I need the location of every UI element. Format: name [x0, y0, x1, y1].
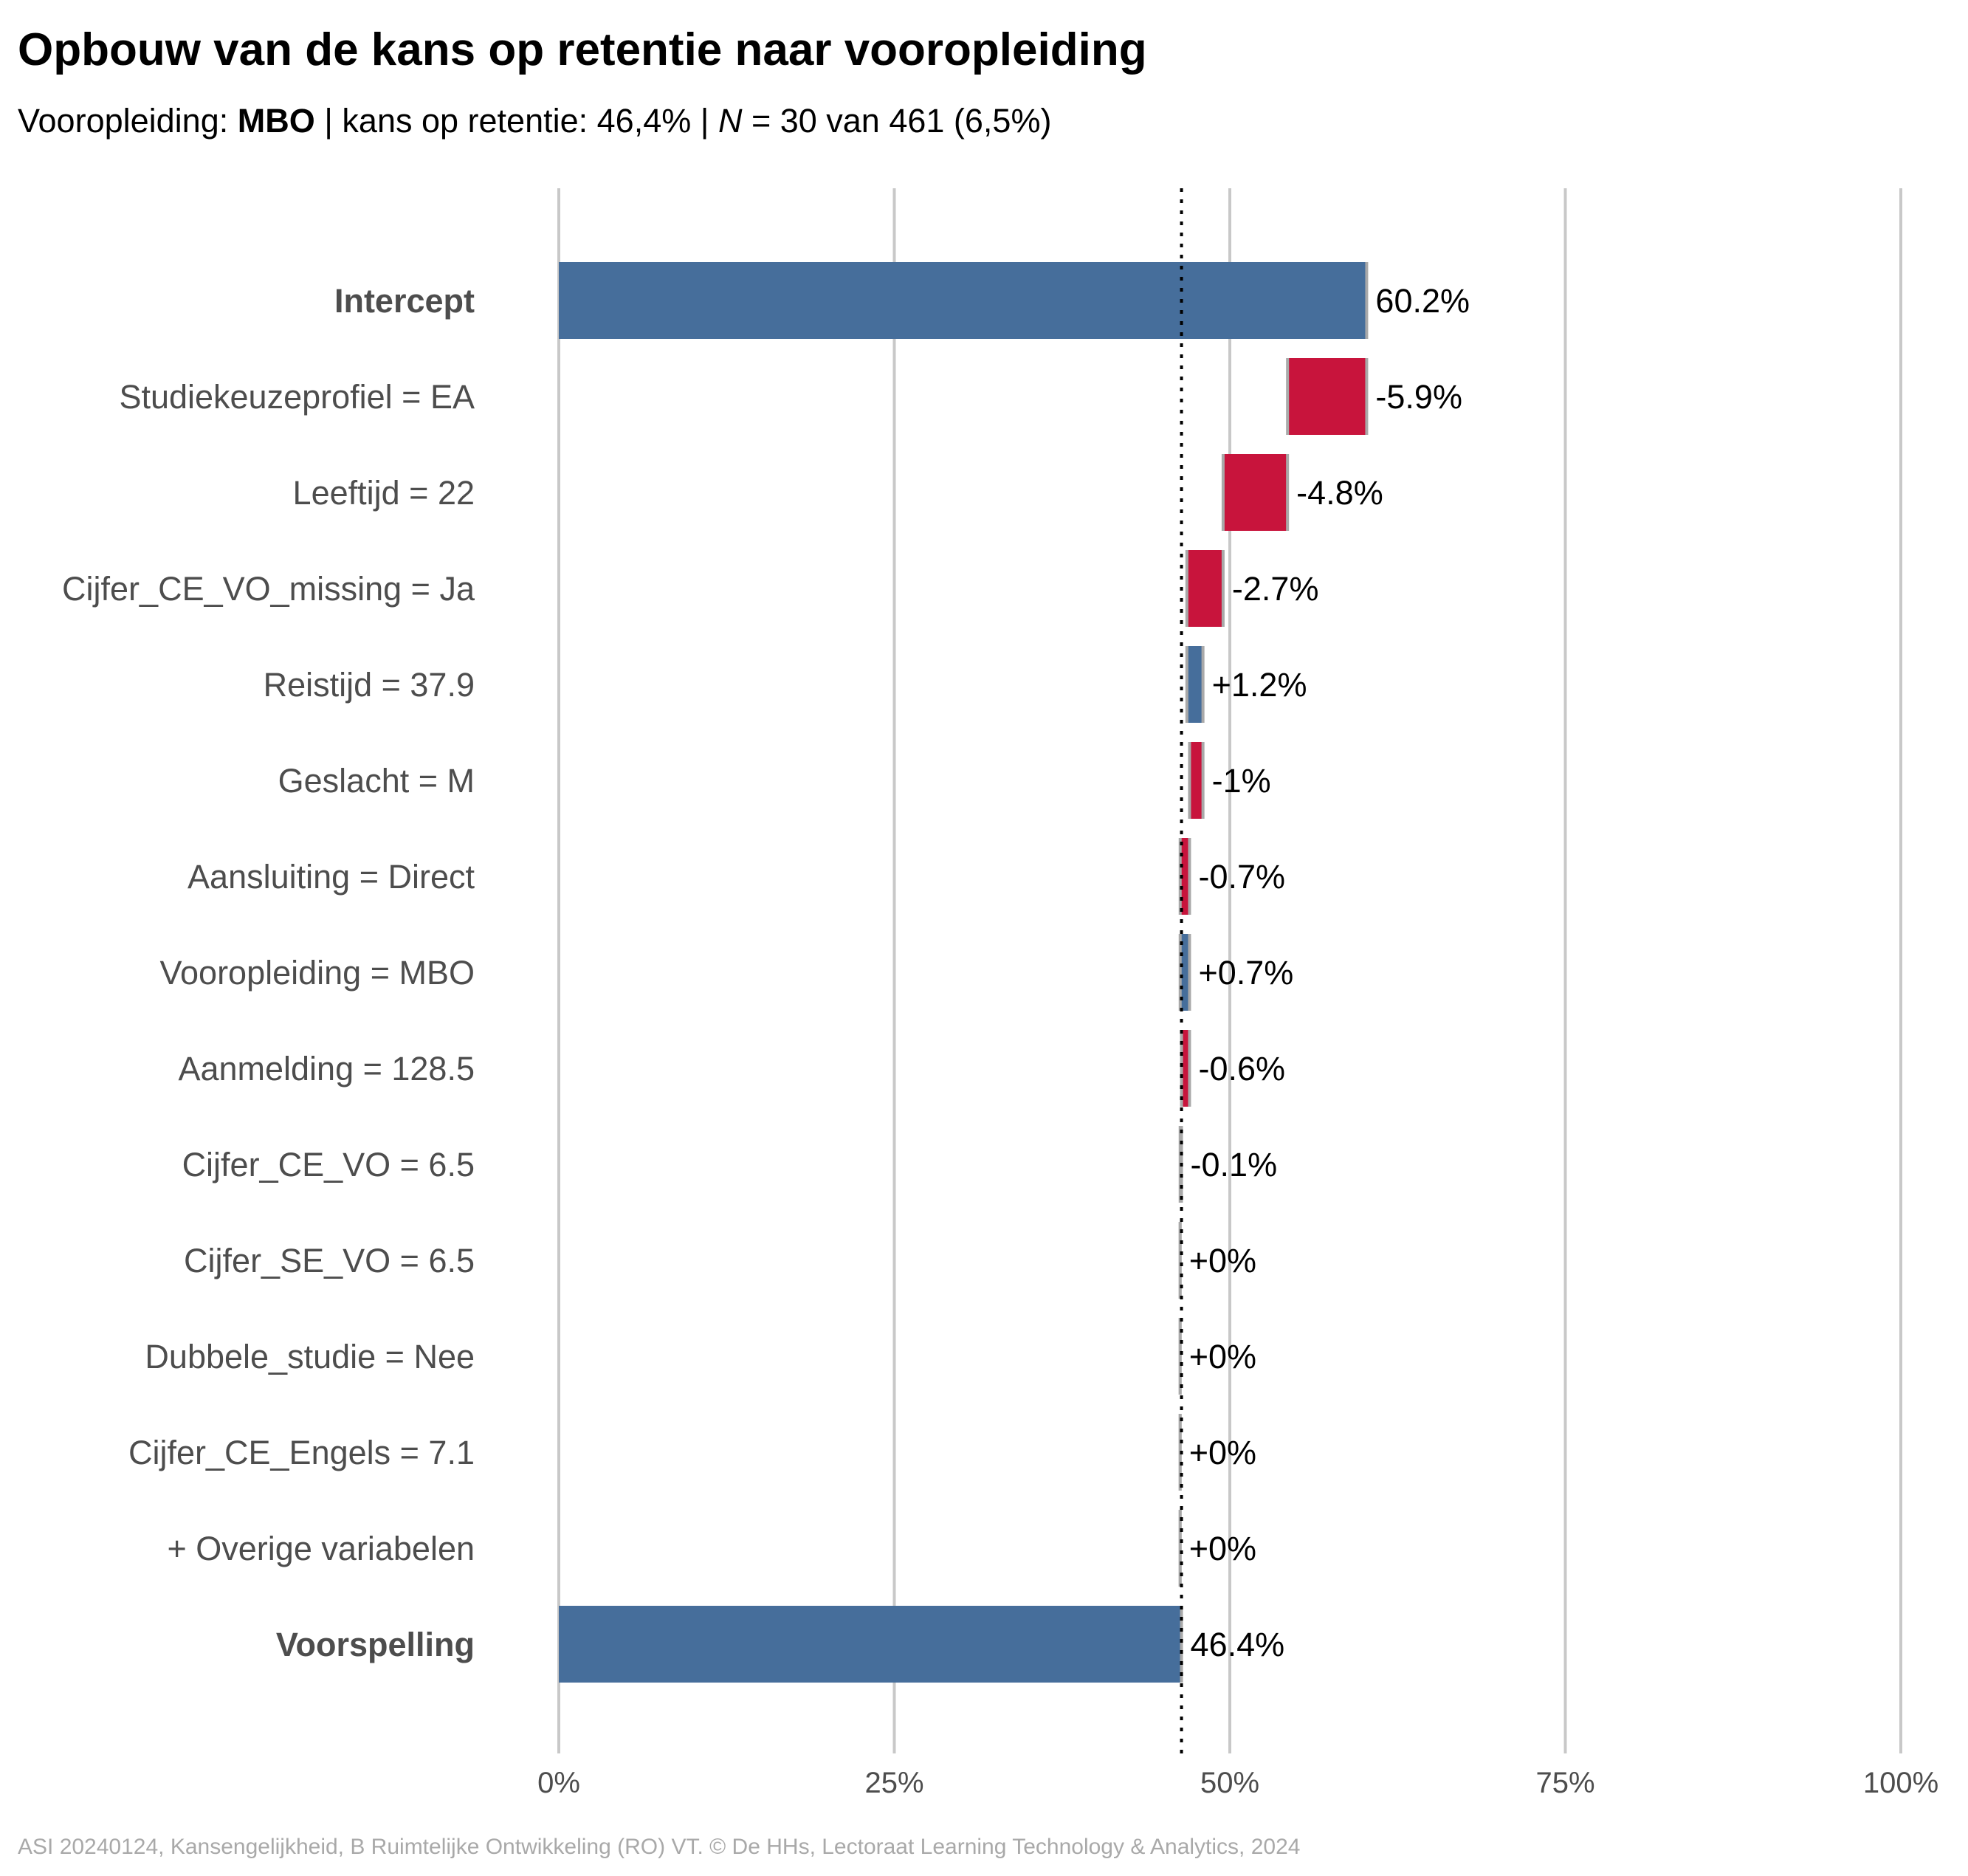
- category-label: Leeftijd = 22: [293, 474, 475, 512]
- value-label: -5.9%: [1375, 378, 1462, 416]
- category-label: Cijfer_CE_VO_missing = Ja: [62, 570, 475, 608]
- grid-lines: [557, 188, 1902, 1753]
- value-label: +0%: [1189, 1530, 1256, 1567]
- category-label: Geslacht = M: [278, 762, 475, 800]
- category-label: Intercept: [334, 282, 475, 320]
- value-label: -0.6%: [1198, 1050, 1285, 1088]
- value-label: +0%: [1189, 1434, 1256, 1471]
- category-label: Aansluiting = Direct: [187, 858, 475, 896]
- bar: [1222, 454, 1288, 531]
- subtitle-group: MBO: [237, 102, 315, 140]
- x-tick-label: 0%: [537, 1767, 580, 1799]
- x-tick-label: 100%: [1863, 1767, 1938, 1799]
- bar: [1186, 550, 1223, 627]
- value-label: -0.1%: [1191, 1146, 1278, 1183]
- value-label: +1.2%: [1212, 666, 1307, 704]
- subtitle-suffix: = 30 van 461 (6,5%): [742, 102, 1052, 140]
- bar: [1180, 838, 1190, 915]
- category-label: Vooropleiding = MBO: [159, 954, 475, 992]
- category-label: + Overige variabelen: [168, 1530, 475, 1567]
- value-label: -4.8%: [1296, 474, 1383, 512]
- category-label: Cijfer_SE_VO = 6.5: [184, 1242, 475, 1279]
- x-tick-label: 75%: [1535, 1767, 1594, 1799]
- value-label: +0%: [1189, 1242, 1256, 1279]
- category-label: Cijfer_CE_Engels = 7.1: [128, 1434, 475, 1471]
- bar: [1186, 646, 1203, 723]
- subtitle-middle: | kans op retentie: 46,4% |: [314, 102, 718, 140]
- x-tick-label: 50%: [1200, 1767, 1259, 1799]
- value-label: 60.2%: [1375, 282, 1470, 320]
- value-label: +0%: [1189, 1338, 1256, 1375]
- category-label: Aanmelding = 128.5: [178, 1050, 475, 1088]
- value-label: +0.7%: [1198, 954, 1293, 992]
- x-axis-ticks: 0% 25% 50% 75% 100%: [537, 1767, 1938, 1799]
- x-tick-label: 25%: [864, 1767, 923, 1799]
- caption: ASI 20240124, Kansengelijkheid, B Ruimte…: [18, 1835, 1301, 1859]
- bar: [559, 1606, 1182, 1683]
- bar: [1189, 742, 1203, 819]
- category-label: Dubbele_studie = Nee: [145, 1338, 475, 1375]
- subtitle-n-symbol: N: [718, 102, 743, 140]
- subtitle-prefix: Vooropleiding:: [18, 102, 238, 140]
- labels: Intercept 60.2% Studiekeuzeprofiel = EA -5.…: [62, 282, 1470, 1663]
- chart-title: Opbouw van de kans op retentie naar voor…: [18, 24, 1147, 75]
- bar: [1287, 358, 1367, 435]
- bars: [559, 262, 1369, 1683]
- value-label: -2.7%: [1232, 570, 1319, 608]
- chart-subtitle: Vooropleiding: MBO | kans op retentie: 4…: [18, 102, 1051, 140]
- category-label: Voorspelling: [276, 1626, 475, 1663]
- value-label: -1%: [1212, 762, 1271, 800]
- waterfall-chart: Intercept 60.2% Studiekeuzeprofiel = EA -5.…: [62, 188, 1938, 1799]
- category-label: Reistijd = 37.9: [264, 666, 475, 704]
- category-label: Studiekeuzeprofiel = EA: [119, 378, 475, 416]
- value-label: -0.7%: [1198, 858, 1285, 896]
- bar: [559, 262, 1367, 339]
- value-label: 46.4%: [1191, 1626, 1285, 1663]
- bar: [1181, 1030, 1190, 1107]
- category-label: Cijfer_CE_VO = 6.5: [182, 1146, 475, 1183]
